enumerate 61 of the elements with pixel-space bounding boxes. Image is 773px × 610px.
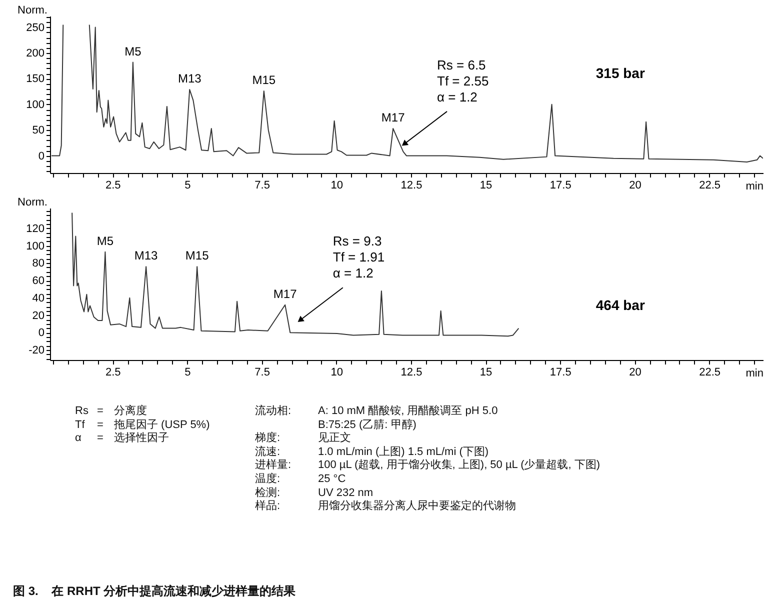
- x-tick-label: 2.5: [106, 366, 121, 378]
- x-tick-label: 5: [184, 366, 191, 378]
- x-tick-label: 5: [184, 180, 191, 192]
- annotation: M17: [381, 110, 406, 125]
- y-tick-label: 150: [26, 73, 44, 86]
- text: 流动相: A: 10 mM 醋酸铵, 用醋酸调至 pH 5.0: [255, 405, 498, 417]
- x-tick-label: 17.5: [550, 180, 572, 192]
- annotation: M13: [134, 248, 158, 263]
- y-tick-label: 50: [32, 124, 44, 137]
- text: 样品: 用馏分收集器分离人尿中要鉴定的代谢物: [255, 500, 516, 512]
- y-tick-label: 120: [26, 222, 44, 235]
- text: 温度: 25 °C: [255, 472, 346, 485]
- text: 进样量: 100 µL (超载, 用于馏分收集, 上图), 50 µL (少量超载, 下图): [255, 459, 600, 472]
- annotation: Rs = 9.3 Tf = 1.91 α = 1.2: [332, 234, 385, 281]
- text: Tf = 拖尾因子 (USP 5%): [75, 418, 210, 432]
- text: 464 bar: [596, 297, 646, 313]
- text: 检测: UV 232 nm: [255, 486, 374, 499]
- text: 315 bar: [596, 65, 646, 81]
- x-tick-label: 20: [629, 180, 642, 192]
- x-tick-label: 7.5: [254, 366, 270, 378]
- x-tick-label: 2.5: [106, 180, 121, 192]
- y-tick-label: 0: [38, 150, 44, 162]
- x-tick-label: 15: [480, 180, 492, 192]
- x-tick-label: 15: [480, 366, 492, 378]
- line-series: [72, 212, 520, 337]
- annotation: M13: [178, 71, 202, 86]
- y-tick-label: 20: [32, 310, 44, 322]
- y-tick-label: 200: [26, 48, 44, 60]
- y-axis-title: Norm.: [18, 4, 48, 16]
- text: 流速: 1.0 mL/min (上图) 1.5 mL/mi (下图): [255, 446, 489, 458]
- annotation: Rs = 6.5 Tf = 2.55 α = 1.2: [437, 57, 489, 104]
- text: Rs = 分离度: [75, 405, 147, 419]
- x-axis-title: min: [746, 368, 764, 380]
- text: 图 3. 在 RRHT 分析中提高流速和减少进样量的结果: [13, 583, 296, 600]
- y-tick-label: 100: [26, 240, 44, 252]
- annotation: M15: [185, 248, 210, 263]
- x-tick-label: 10: [330, 180, 344, 192]
- x-tick-label: 12.5: [400, 180, 422, 192]
- x-tick-label: 7.5: [254, 180, 270, 192]
- x-axis-title: min: [746, 180, 764, 192]
- y-tick-label: 100: [26, 98, 44, 111]
- annotation: M5: [96, 234, 114, 248]
- x-tick-label: 22.5: [699, 366, 721, 378]
- y-tick-label: 0: [38, 327, 44, 340]
- x-tick-label: 10: [330, 366, 344, 378]
- x-tick-label: 12.5: [400, 366, 422, 378]
- x-tick-label: 17.5: [550, 366, 572, 378]
- x-tick-label: 22.5: [699, 180, 721, 192]
- y-axis-title: Norm.: [18, 196, 48, 208]
- y-tick-label: 80: [32, 258, 44, 270]
- annotation: M15: [252, 73, 276, 88]
- text: B:75:25 (乙腈: 甲醇): [318, 418, 416, 431]
- text: α = 选择性因子: [75, 432, 169, 444]
- y-tick-label: -20: [28, 344, 44, 357]
- x-tick-label: 20: [629, 366, 642, 378]
- y-tick-label: 40: [32, 292, 44, 304]
- y-tick-label: 250: [26, 22, 44, 34]
- annotation: M17: [273, 286, 298, 301]
- annotation: M5: [124, 44, 142, 58]
- y-tick-label: 60: [32, 275, 44, 288]
- text: 梯度: 见正文: [255, 432, 351, 444]
